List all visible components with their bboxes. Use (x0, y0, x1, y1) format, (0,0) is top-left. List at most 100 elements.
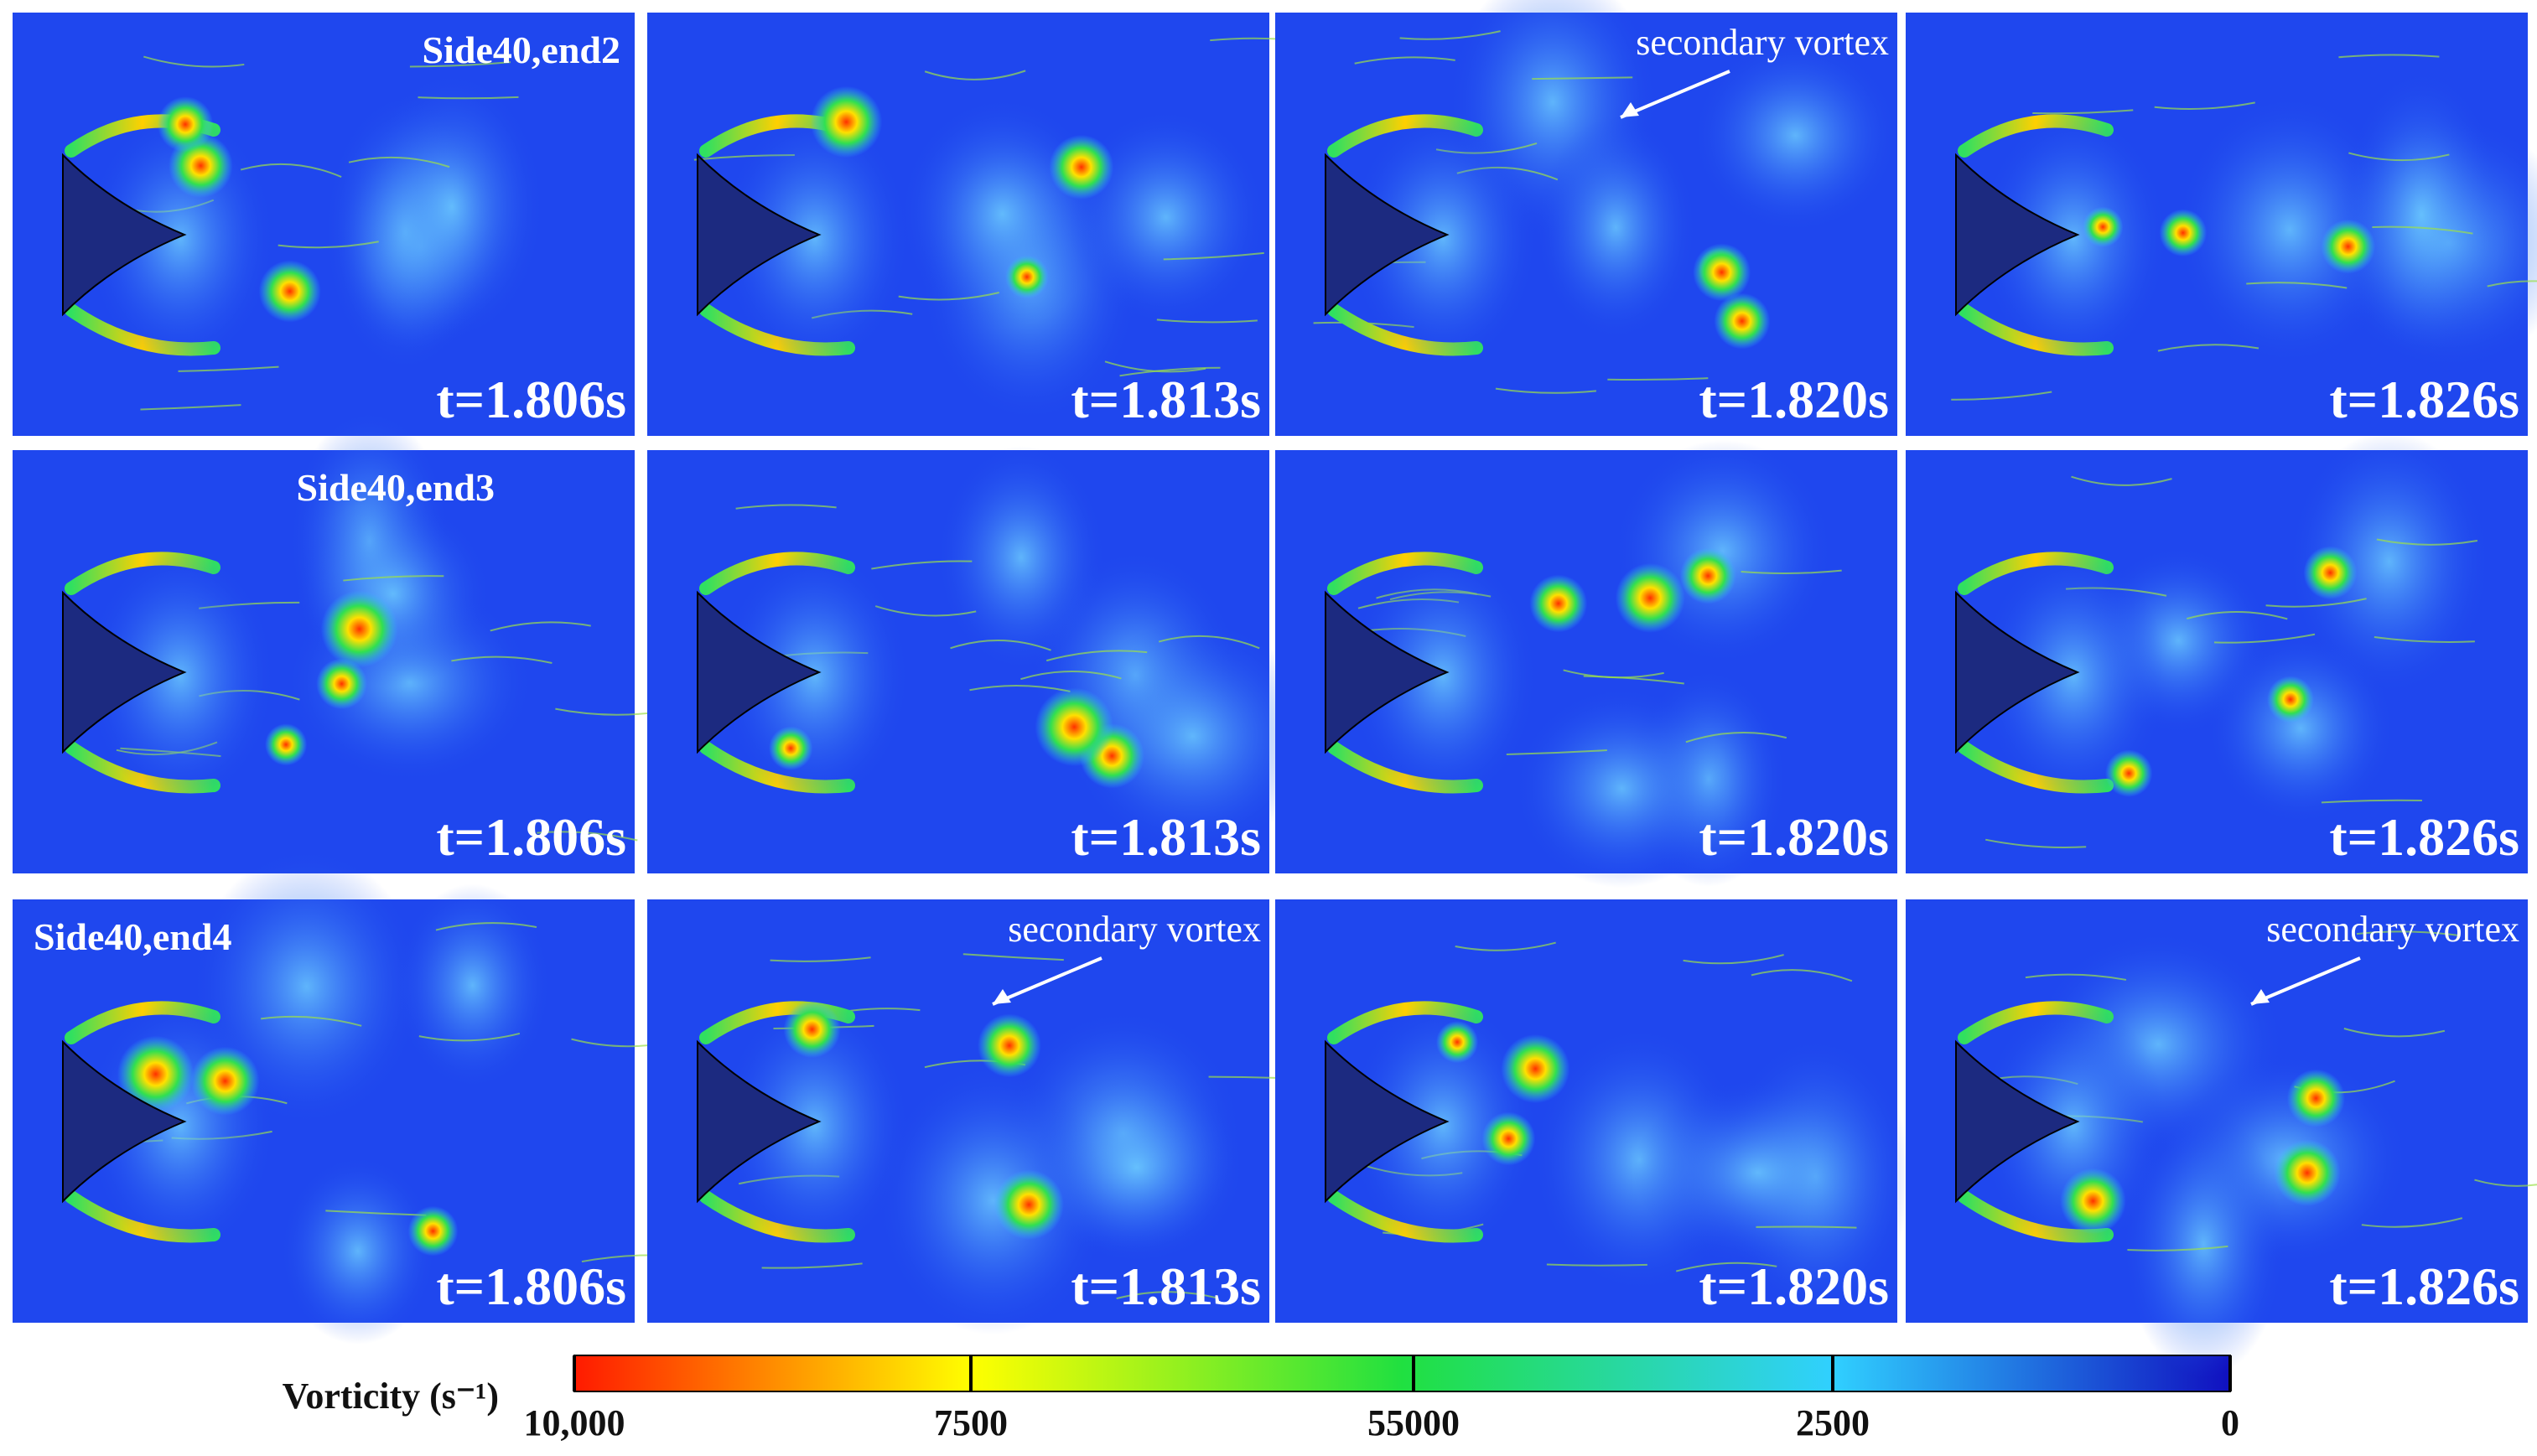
streamline (2356, 930, 2458, 936)
wake-glow (1694, 40, 1896, 231)
streamline (343, 575, 444, 582)
panel: t=1.813s (647, 13, 1311, 436)
bluff-body (697, 590, 822, 754)
bluff-body (1325, 153, 1450, 317)
vortex (2303, 546, 2358, 600)
colorbar-tick-label: 2500 (1796, 1402, 1870, 1443)
colorbar-title: Vorticity (s⁻¹) (283, 1376, 499, 1417)
streamline (2348, 152, 2450, 162)
vortex (264, 723, 308, 766)
panel: t=1.806s Side40,end2 (13, 13, 635, 436)
wake-glow (2342, 73, 2501, 356)
streamline (278, 241, 379, 249)
time-label: t=1.826s (2329, 370, 2519, 429)
streamline (2474, 1179, 2537, 1187)
near-wake (723, 1000, 907, 1251)
annotation-arrow (2250, 956, 2361, 1006)
time-label: t=1.820s (1699, 807, 1889, 867)
streamline (1751, 969, 1853, 982)
streamline (490, 621, 591, 632)
panel: t=1.826s (1906, 431, 2528, 873)
vortex (1693, 243, 1751, 302)
vortex (1501, 1034, 1570, 1104)
streamline (555, 707, 656, 716)
bluff-body (697, 1039, 822, 1204)
streamline (451, 655, 553, 664)
panel: t=1.806s Side40,end3 (13, 412, 656, 873)
time-label: t=1.820s (1699, 1257, 1889, 1316)
streamline (143, 55, 245, 68)
streamline (261, 1015, 362, 1027)
streamline (1951, 391, 2052, 401)
panel: t=1.806s Side40,end4 (13, 850, 683, 1345)
streamline (1675, 1262, 1777, 1272)
streamline (962, 953, 1064, 961)
streamline (2157, 344, 2259, 352)
streamline (1984, 838, 2087, 849)
bluff-body (62, 1039, 187, 1204)
bluff-body (1955, 590, 2080, 754)
streamline (761, 1262, 863, 1269)
wake-glow (396, 883, 549, 1087)
wake-glow (938, 446, 1104, 669)
streamline (2127, 1245, 2228, 1251)
streamline (140, 404, 241, 411)
streamline (1506, 749, 1607, 755)
streamline (1607, 377, 1709, 381)
annotation-arrow (992, 956, 1102, 1006)
vortex (1049, 134, 1114, 199)
bluff-body (1325, 590, 1450, 754)
near-wake (1351, 113, 1535, 365)
streamline (1045, 650, 1148, 662)
wake-glow (1537, 117, 1695, 338)
vortex (978, 1013, 1041, 1078)
annotation: secondary vortex (1636, 22, 1889, 63)
wake-glow (282, 1158, 434, 1345)
streamline (1495, 387, 1597, 394)
vortex (1615, 562, 1685, 633)
streamline (2246, 282, 2348, 289)
streamline (1156, 319, 1258, 324)
time-label: t=1.806s (436, 807, 626, 867)
vortex (320, 590, 398, 668)
streamline (1756, 1225, 1857, 1229)
near-wake (1981, 113, 2166, 365)
streamline (2032, 109, 2134, 115)
streamline (924, 70, 1026, 80)
vortex (783, 1000, 841, 1059)
vortex (1481, 1111, 1536, 1166)
vortex (1714, 293, 1771, 350)
vortex (2286, 1069, 2345, 1127)
wake-glow (1516, 689, 1728, 889)
streamline (537, 831, 638, 842)
wake-glow (1632, 1080, 1883, 1266)
annotation: secondary vortex (1008, 909, 1261, 950)
vortex (1035, 687, 1114, 767)
near-wake (723, 113, 907, 365)
streamline (2321, 799, 2422, 804)
bluff-body (62, 590, 187, 754)
wake-glow (361, 75, 542, 339)
colorbar-tick-label: 55000 (1367, 1402, 1460, 1443)
streamline (409, 61, 511, 68)
streamline (1399, 30, 1501, 40)
wake-glow (2209, 635, 2393, 822)
streamline (2372, 225, 2473, 235)
time-label: t=1.806s (436, 370, 626, 429)
streamline (2361, 1217, 2463, 1228)
streamline (178, 365, 279, 372)
streamline (2265, 598, 2367, 608)
vortex (1529, 574, 1588, 633)
bluff-body (1955, 1039, 2080, 1204)
streamline (1158, 635, 1260, 650)
case-label: Side40,end2 (423, 28, 620, 71)
vortex (2060, 1168, 2126, 1235)
time-label: t=1.813s (1071, 370, 1261, 429)
near-wake (1981, 551, 2166, 802)
vortex (2321, 219, 2376, 274)
streamline (2374, 635, 2475, 643)
wake-glow (2291, 431, 2488, 692)
vortex (407, 1205, 459, 1257)
vortex (2083, 206, 2124, 247)
time-label: t=1.826s (2329, 807, 2519, 867)
